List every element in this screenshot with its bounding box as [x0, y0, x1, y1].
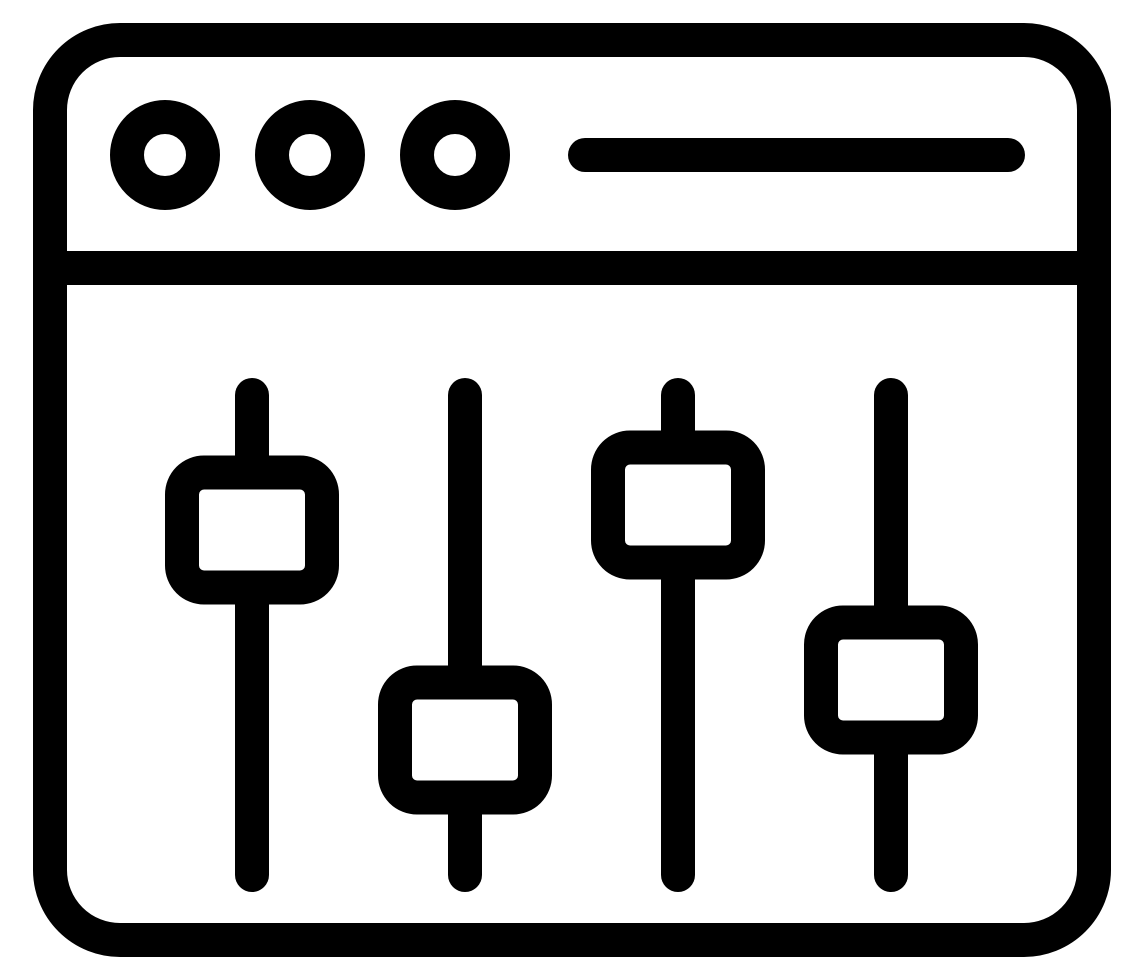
slider[interactable] [608, 395, 748, 875]
slider[interactable] [182, 395, 322, 875]
slider-knob[interactable] [821, 623, 961, 738]
slider-knob[interactable] [395, 683, 535, 798]
slider-knob[interactable] [608, 448, 748, 563]
window-dot-icon [417, 117, 493, 193]
window-dot-icon [272, 117, 348, 193]
window-dot-icon [127, 117, 203, 193]
sliders-group [182, 395, 961, 875]
window-dots [127, 117, 493, 193]
slider[interactable] [821, 395, 961, 875]
browser-settings-sliders-icon [0, 0, 1144, 980]
slider-knob[interactable] [182, 473, 322, 588]
slider[interactable] [395, 395, 535, 875]
